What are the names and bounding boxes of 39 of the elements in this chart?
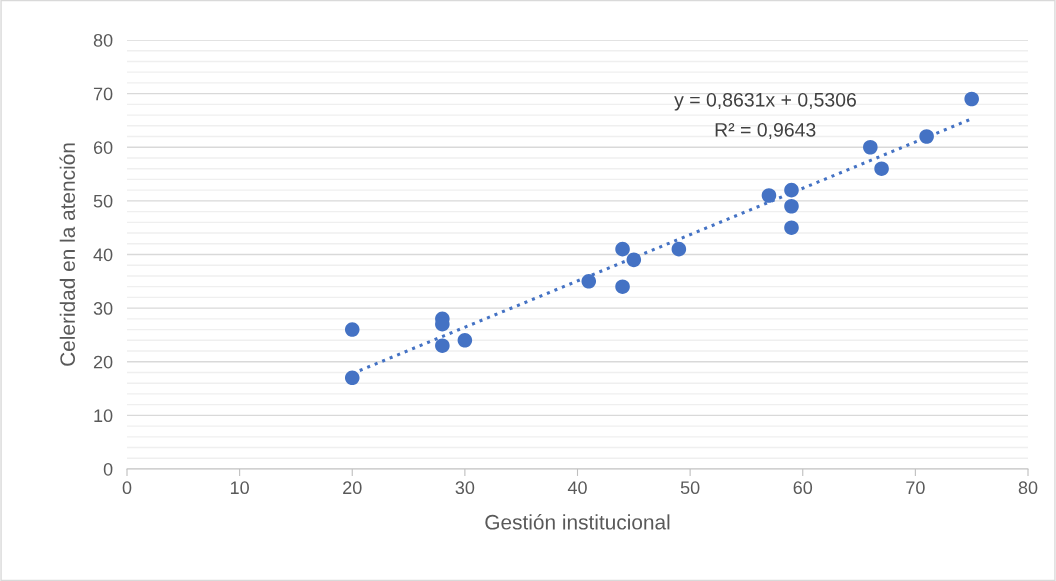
point: [761, 188, 777, 203]
x-tick-label: 70: [906, 481, 925, 495]
x-tick-label: 50: [680, 481, 700, 495]
point: [344, 322, 360, 337]
point: [615, 279, 630, 294]
point: [435, 338, 450, 353]
point: [863, 139, 878, 155]
x-tick-label: 20: [343, 481, 362, 495]
y-axis-title: Celeridad en la atención: [59, 143, 76, 366]
x-tick-label: 0: [122, 481, 132, 495]
x-tick-label: 60: [793, 481, 813, 495]
x-tick-label: 30: [455, 481, 475, 495]
point: [626, 252, 642, 268]
point: [784, 198, 799, 214]
x-tick-label: 10: [230, 481, 249, 495]
point: [457, 333, 473, 348]
y-tick-label: 70: [93, 87, 113, 101]
point: [784, 182, 799, 198]
y-tick-label: 80: [93, 33, 113, 47]
y-tick-label: 0: [103, 462, 113, 476]
point: [615, 241, 630, 257]
y-tick-label: 30: [93, 302, 113, 315]
annotation: R² = 0,9643: [715, 122, 816, 140]
y-tick-label: 20: [93, 355, 113, 369]
x-axis-title: Gestión institucional: [485, 514, 670, 530]
point: [344, 370, 360, 386]
y-tick-label: 10: [94, 409, 113, 423]
point: [581, 274, 597, 289]
y-tick-label: 60: [93, 141, 113, 154]
point: [784, 220, 799, 235]
x-tick-label: 40: [567, 481, 587, 495]
point: [874, 161, 889, 176]
annotation: y = 0,8631x + 0,5306: [674, 92, 856, 111]
point: [919, 129, 934, 144]
point: [964, 91, 979, 107]
y-tick-label: 50: [93, 194, 113, 208]
x-tick-label: 80: [1018, 481, 1038, 495]
point: [671, 241, 687, 257]
y-tick-label: 40: [93, 248, 113, 262]
